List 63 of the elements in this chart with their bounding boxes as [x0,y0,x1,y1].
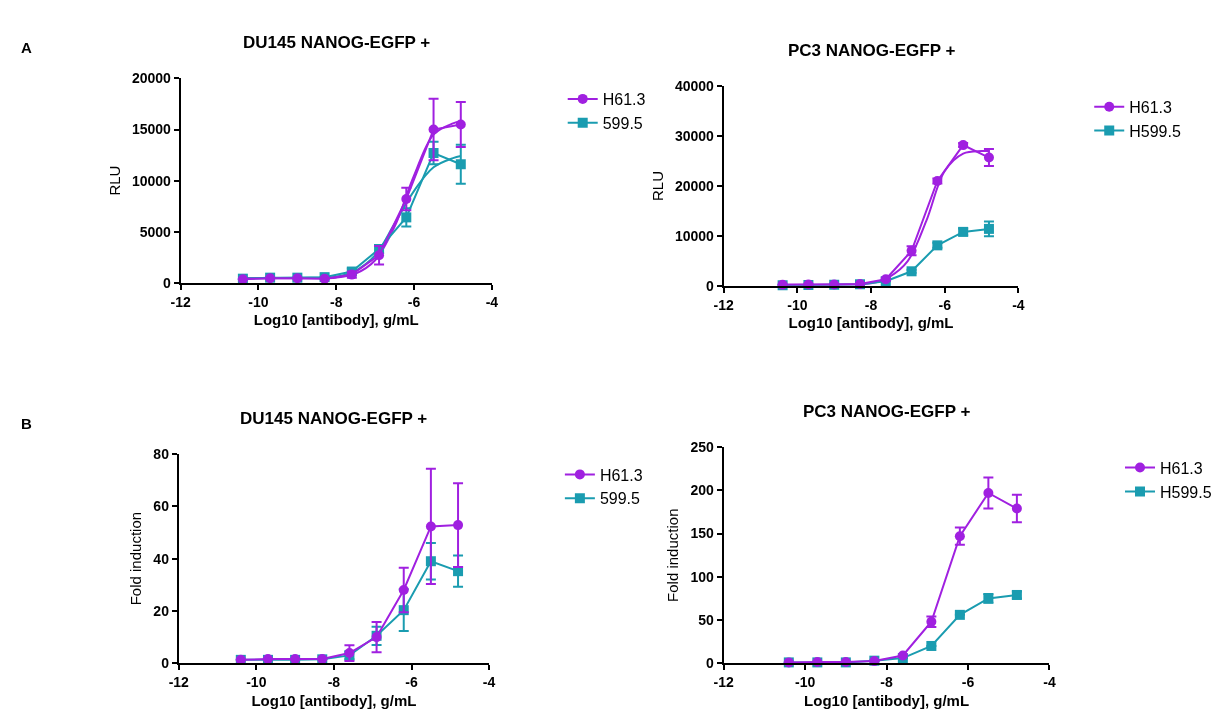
y-axis-title: RLU [105,165,123,196]
y-tick-label: 15000 [131,121,172,138]
y-tick-label: 20 [153,602,170,619]
y-tick-label: 10000 [131,172,172,189]
chart-title: DU145 NANOG-EGFP + [243,33,431,52]
x-tick-label: -12 [713,674,734,691]
y-tick-label: 0 [161,655,170,672]
y-tick-label: 0 [163,274,172,291]
x-tick-label: -8 [880,674,893,691]
x-tick-label: -12 [170,293,191,310]
x-tick-label: -4 [1043,674,1056,691]
legend-label: 599.5 [599,490,641,508]
y-axis-title: Fold induction [127,511,145,606]
x-tick-label: -4 [1012,296,1025,313]
chart-title: PC3 NANOG-EGFP + [803,402,971,421]
x-tick-label: -4 [485,293,499,310]
y-tick-label: 150 [690,525,715,542]
y-tick-label: 50 [698,611,715,628]
legend-label: H599.5 [1160,483,1212,501]
x-axis-title: Log10 [antibody], g/mL [253,311,419,329]
x-tick-label: -6 [961,674,975,691]
y-tick-label: 5000 [139,223,172,240]
x-tick-label: -6 [938,296,952,313]
y-axis-title: Fold induction [664,508,682,602]
y-tick-label: 30000 [674,128,715,145]
legend-label: H61.3 [599,466,643,484]
x-tick-label: -8 [864,296,878,313]
x-tick-label: -12 [168,674,190,691]
chart-title: PC3 NANOG-EGFP + [788,41,956,60]
x-tick-label: -10 [787,296,808,313]
legend-label: H61.3 [1129,98,1173,116]
x-tick-label: -10 [248,293,269,310]
y-tick-label: 250 [690,439,715,456]
x-tick-label: -6 [407,293,421,310]
y-tick-label: 200 [690,482,715,499]
legend-label: H61.3 [602,91,646,109]
x-tick-label: -10 [795,674,816,691]
y-tick-label: 100 [690,568,715,585]
y-tick-label: 20000 [131,70,172,87]
x-tick-label: -4 [482,674,496,691]
y-tick-label: 80 [153,445,170,462]
x-tick-label: -6 [405,674,418,691]
y-tick-label: 40 [153,550,170,567]
legend-label: H61.3 [1160,459,1203,477]
x-axis-title: Log10 [antibody], g/mL [251,691,417,709]
y-tick-label: 20000 [674,177,715,194]
y-axis-title: RLU [648,170,666,201]
text: A [21,39,32,56]
x-tick-label: -12 [713,296,734,313]
x-tick-label: -8 [327,674,341,691]
y-tick-label: 60 [153,498,170,515]
text: B [21,415,32,432]
x-tick-label: -10 [246,674,267,691]
x-axis-title: Log10 [antibody], g/mL [788,314,954,332]
y-tick-label: 40000 [674,78,715,95]
x-axis-title: Log10 [antibody], g/mL [804,691,970,709]
x-tick-label: -8 [330,293,343,310]
chart-title: DU145 NANOG-EGFP + [240,409,428,428]
legend-label: 599.5 [602,114,643,132]
y-tick-label: 0 [706,655,715,672]
legend-label: H599.5 [1129,122,1181,140]
y-tick-label: 10000 [674,227,715,244]
y-tick-label: 0 [706,277,715,294]
